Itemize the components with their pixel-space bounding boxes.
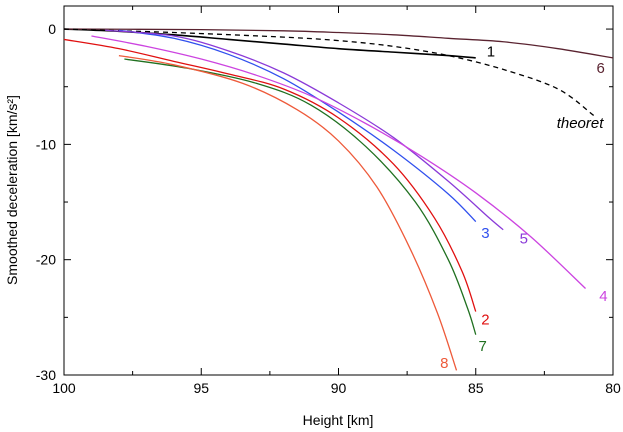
series-label-5: 5 xyxy=(520,231,528,248)
series-label-theoret: theoret xyxy=(557,115,605,132)
series-labels-layer: 1 6 theoret 3 5 4 2 7 8 xyxy=(440,44,608,372)
series-line-theoret xyxy=(63,28,595,117)
series-line-3 xyxy=(118,29,477,223)
series-line-5 xyxy=(105,29,504,231)
y-tick-label: -20 xyxy=(36,252,56,268)
series-line-2 xyxy=(63,38,477,312)
series-label-2: 2 xyxy=(481,311,489,328)
series-line-4 xyxy=(91,35,586,289)
series-label-7: 7 xyxy=(478,338,486,355)
series-label-4: 4 xyxy=(599,288,607,305)
series-label-1: 1 xyxy=(487,44,495,61)
x-tick-label: 80 xyxy=(605,380,621,396)
y-tick-label: -10 xyxy=(36,136,56,152)
x-tick-label: 85 xyxy=(468,380,484,396)
y-tick-label: 0 xyxy=(48,21,56,37)
y-tick-label: -30 xyxy=(36,367,56,383)
x-tick-label: 100 xyxy=(52,380,76,396)
series-line-7 xyxy=(124,58,477,335)
series-layer xyxy=(63,28,614,371)
series-label-3: 3 xyxy=(481,225,489,242)
series-line-1 xyxy=(63,28,476,59)
x-tick-label: 95 xyxy=(193,380,209,396)
series-line-8 xyxy=(118,54,458,371)
y-axis-title: Smoothed deceleration [km/s²] xyxy=(4,95,20,285)
series-line-6 xyxy=(63,28,614,59)
series-label-8: 8 xyxy=(440,355,448,372)
x-tick-label: 90 xyxy=(331,380,347,396)
x-axis-title: Height [km] xyxy=(303,412,374,428)
series-label-6: 6 xyxy=(597,60,605,77)
